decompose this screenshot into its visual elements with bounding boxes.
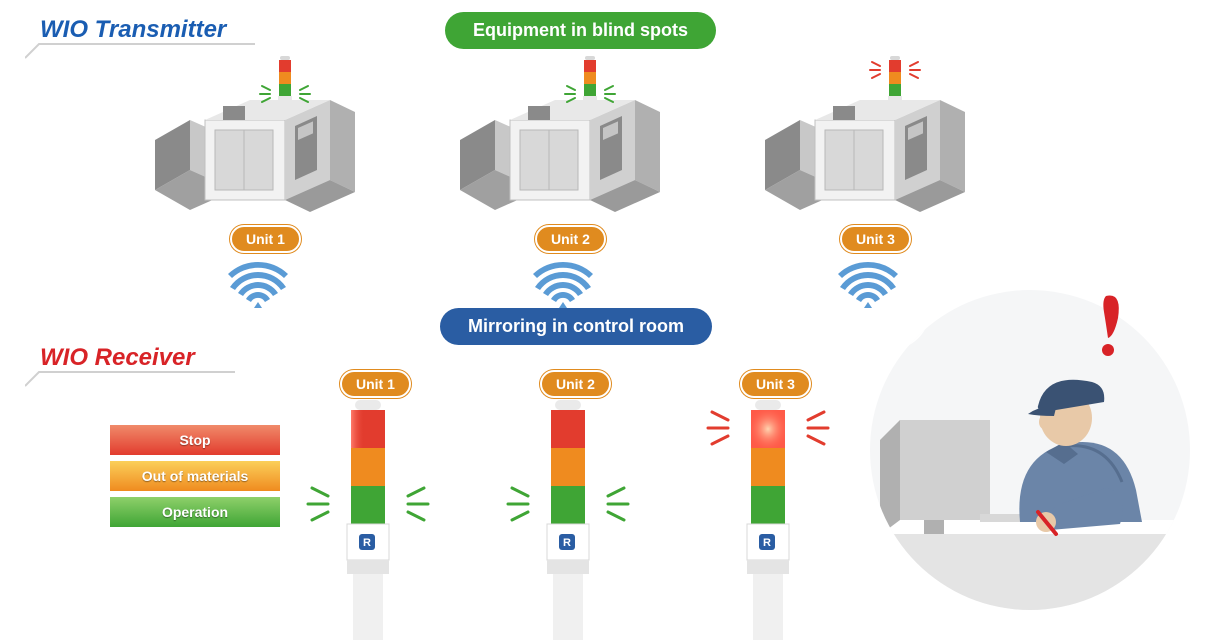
shine-small-2: [563, 78, 617, 108]
mirroring-pill: Mirroring in control room: [440, 308, 712, 345]
machine-unit2: [450, 70, 670, 220]
machine-unit3: [755, 70, 975, 220]
svg-text:R: R: [563, 537, 571, 549]
svg-text:R: R: [363, 537, 371, 549]
unit-badge-top-3-label: Unit 3: [856, 231, 895, 247]
unit-badge-top-2-label: Unit 2: [551, 231, 590, 247]
unit-badge-bottom-2: Unit 2: [540, 370, 611, 398]
shine-small-1: [258, 78, 312, 108]
unit-badge-bottom-1: Unit 1: [340, 370, 411, 398]
shine-large-2: [506, 478, 630, 528]
legend-materials: Out of materials: [110, 461, 280, 491]
shine-small-3-red: [868, 54, 922, 84]
unit-badge-top-2: Unit 2: [535, 225, 606, 253]
wifi-icon-1: [228, 258, 288, 308]
receiver-underline: [25, 352, 275, 388]
legend-materials-label: Out of materials: [142, 468, 249, 484]
operator-scene: [870, 290, 1190, 610]
blind-spots-pill: Equipment in blind spots: [445, 12, 716, 49]
mirroring-text: Mirroring in control room: [468, 316, 684, 336]
unit-badge-top-3: Unit 3: [840, 225, 911, 253]
unit-badge-bottom-3: Unit 3: [740, 370, 811, 398]
unit-badge-bottom-1-label: Unit 1: [356, 376, 395, 392]
unit-badge-bottom-3-label: Unit 3: [756, 376, 795, 392]
exclaim-icon: [1092, 290, 1132, 360]
legend: Stop Out of materials Operation: [110, 425, 280, 533]
legend-stop-label: Stop: [179, 432, 210, 448]
machine-unit1: [145, 70, 365, 220]
blind-spots-text: Equipment in blind spots: [473, 20, 688, 40]
unit-badge-top-1: Unit 1: [230, 225, 301, 253]
shine-large-1: [306, 478, 430, 528]
legend-stop: Stop: [110, 425, 280, 455]
unit-badge-top-1-label: Unit 1: [246, 231, 285, 247]
transmitter-underline: [25, 24, 275, 60]
shine-large-3-red: [706, 402, 830, 452]
legend-operation-label: Operation: [162, 504, 228, 520]
wifi-icon-2: [533, 258, 593, 308]
unit-badge-bottom-2-label: Unit 2: [556, 376, 595, 392]
svg-text:R: R: [763, 537, 771, 549]
legend-operation: Operation: [110, 497, 280, 527]
